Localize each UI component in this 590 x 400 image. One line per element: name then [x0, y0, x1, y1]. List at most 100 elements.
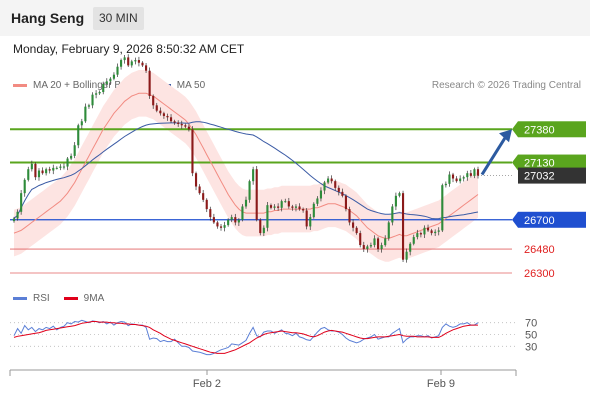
price-label-26300: 26300	[524, 268, 555, 280]
candle	[34, 162, 37, 181]
x-tick-label: Feb 2	[193, 378, 221, 390]
candle	[144, 62, 148, 73]
candle	[309, 213, 312, 231]
candle	[77, 123, 80, 149]
candle	[48, 166, 51, 174]
candle	[476, 166, 480, 179]
candle	[134, 57, 137, 65]
candle	[266, 201, 269, 232]
candle	[127, 54, 130, 67]
candle	[323, 180, 326, 195]
candle	[269, 203, 273, 210]
candle	[184, 123, 187, 129]
candle	[216, 220, 219, 229]
candle	[255, 166, 258, 222]
candle	[20, 189, 23, 215]
candle	[330, 175, 333, 184]
candle	[109, 77, 112, 85]
candle	[95, 90, 98, 99]
candle	[209, 206, 212, 221]
candle	[45, 167, 48, 176]
price-label-27032: 27032	[518, 167, 586, 184]
rsi-tick-label: 30	[525, 341, 537, 353]
price-levels	[10, 128, 512, 274]
candle	[73, 142, 76, 159]
candle	[319, 187, 323, 202]
rsi-legend: RSI 9MA	[13, 293, 118, 304]
svg-text:26700: 26700	[524, 215, 555, 227]
ma20-swatch	[13, 84, 27, 87]
moving-averages	[13, 92, 479, 239]
svg-text:26480: 26480	[524, 244, 555, 256]
candle	[391, 204, 394, 226]
candle	[159, 107, 162, 116]
candle	[112, 72, 116, 81]
legend-ma20-label: MA 20 + Bollinger Bands	[33, 80, 143, 91]
legend-ma50-label: MA 50	[176, 80, 206, 91]
ma20-line	[13, 92, 479, 239]
candle	[387, 220, 390, 241]
candle	[212, 213, 215, 225]
bollinger-band-area	[14, 70, 478, 262]
candle	[80, 118, 83, 129]
candle	[219, 224, 223, 231]
candle	[177, 120, 180, 127]
candle	[191, 126, 194, 177]
price-label-26480: 26480	[524, 244, 555, 256]
research-credit: Research © 2026 Trading Central	[431, 80, 581, 91]
candle	[384, 235, 387, 247]
candle	[16, 209, 19, 221]
candle	[41, 167, 44, 175]
candle	[230, 214, 233, 223]
time-axis: Feb 2 Feb 9	[9, 369, 517, 390]
candle	[294, 204, 298, 212]
bollinger-band	[14, 70, 478, 262]
candle	[66, 156, 69, 171]
svg-text:27130: 27130	[524, 158, 555, 170]
candle	[70, 153, 73, 161]
candle	[141, 61, 144, 67]
candle	[437, 227, 440, 236]
candle	[244, 196, 248, 209]
price-label-27130: 27130	[512, 154, 586, 171]
candle	[327, 176, 330, 185]
candle	[302, 207, 305, 213]
candle	[223, 221, 226, 232]
candlesticks	[12, 54, 480, 263]
timeframe-badge[interactable]: 30 MIN	[93, 7, 144, 30]
candle	[359, 230, 362, 248]
candle	[27, 166, 30, 182]
candle	[259, 218, 262, 236]
rsi-tick-label: 50	[525, 330, 537, 342]
candle	[444, 181, 447, 188]
candle	[187, 124, 190, 132]
legend-rsi-label: RSI	[33, 293, 50, 304]
price-label-26700: 26700	[512, 211, 586, 228]
candle	[30, 160, 33, 172]
candle	[237, 218, 240, 227]
candle	[248, 179, 251, 203]
candle	[166, 113, 169, 121]
candle	[416, 229, 419, 240]
candle	[441, 183, 444, 233]
candle	[373, 235, 376, 248]
candle	[459, 175, 462, 184]
svg-text:26300: 26300	[524, 268, 555, 280]
rsi-ma-line	[13, 321, 478, 354]
candle	[280, 199, 283, 212]
candle	[334, 179, 337, 191]
candle	[352, 219, 355, 232]
candle	[173, 119, 176, 125]
candle	[312, 202, 315, 219]
candle	[180, 120, 183, 129]
candle	[473, 167, 476, 179]
candle	[405, 248, 408, 263]
candle	[194, 171, 198, 191]
candle	[401, 190, 405, 262]
candle	[355, 226, 358, 235]
rsi-ma-swatch	[63, 297, 78, 300]
candle	[305, 208, 308, 230]
candle	[455, 176, 458, 183]
candle	[198, 184, 201, 195]
